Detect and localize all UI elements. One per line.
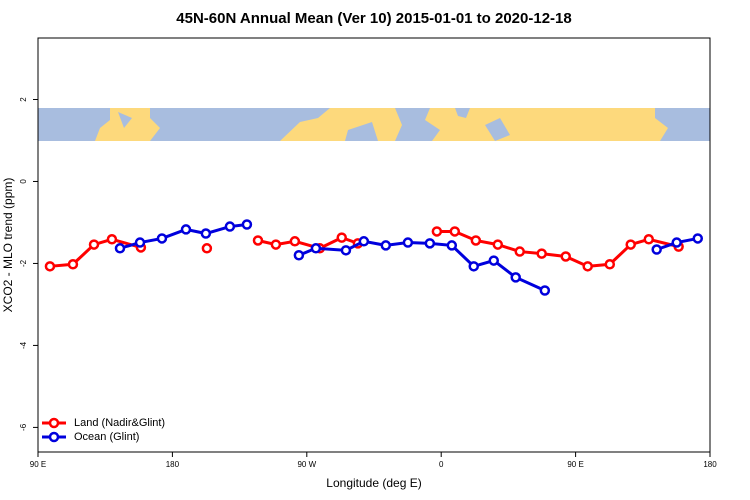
map-strip	[38, 108, 710, 141]
legend-label: Ocean (Glint)	[74, 431, 139, 443]
y-tick-label: 0	[19, 179, 28, 184]
data-point	[625, 239, 636, 250]
legend-label: Land (Nadir&Glint)	[74, 417, 165, 429]
data-point	[643, 234, 655, 245]
data-point	[114, 243, 126, 254]
data-point	[470, 235, 482, 246]
data-point	[604, 259, 616, 270]
data-point	[692, 233, 704, 244]
data-point	[402, 237, 414, 248]
y-tick-label: 2	[19, 97, 28, 102]
data-point	[651, 244, 662, 255]
data-point	[289, 236, 301, 247]
data-point	[134, 237, 146, 248]
x-tick-label: 0	[439, 460, 444, 469]
x-tick-label: 180	[703, 460, 717, 469]
y-tick-label: -4	[19, 341, 28, 349]
data-point	[358, 236, 370, 247]
data-point	[431, 226, 443, 237]
data-point	[180, 224, 192, 235]
y-tick-label: -6	[19, 423, 28, 431]
data-point	[200, 228, 212, 239]
data-point	[536, 248, 547, 259]
data-point	[510, 272, 521, 283]
data-point	[44, 261, 56, 272]
data-point	[252, 235, 264, 246]
data-point	[424, 238, 436, 249]
plot-frame	[37, 37, 711, 453]
data-point	[671, 237, 682, 248]
data-point	[106, 234, 118, 245]
data-point	[156, 233, 168, 244]
data-point	[468, 261, 480, 272]
data-point	[449, 226, 461, 237]
data-point	[201, 243, 213, 254]
data-point	[514, 246, 525, 257]
data-point	[488, 255, 500, 266]
data-point	[88, 239, 100, 250]
data-point	[380, 240, 392, 251]
data-point	[340, 245, 352, 256]
data-point	[336, 232, 347, 243]
data-point	[270, 239, 282, 250]
legend: Land (Nadir&Glint) Ocean (Glint)	[42, 417, 165, 443]
x-axis-label: Longitude (deg E)	[326, 476, 421, 490]
data-point	[67, 259, 79, 270]
x-tick-label: 90 E	[567, 460, 583, 469]
data-point	[582, 261, 593, 272]
data-point	[446, 240, 458, 251]
x-tick-label: 180	[166, 460, 180, 469]
data-point	[310, 243, 322, 254]
data-point	[241, 219, 253, 230]
x-tick-label: 90 E	[30, 460, 46, 469]
x-tick-label: 90 W	[297, 460, 316, 469]
data-point	[224, 221, 236, 232]
data-point	[539, 285, 551, 296]
chart-title: 45N-60N Annual Mean (Ver 10) 2015-01-01 …	[176, 10, 571, 27]
y-axis-label: XCO2 - MLO trend (ppm)	[1, 178, 15, 313]
data-point	[293, 249, 305, 261]
data-point	[560, 251, 571, 262]
y-tick-label: -2	[19, 259, 28, 267]
data-point	[492, 239, 504, 250]
